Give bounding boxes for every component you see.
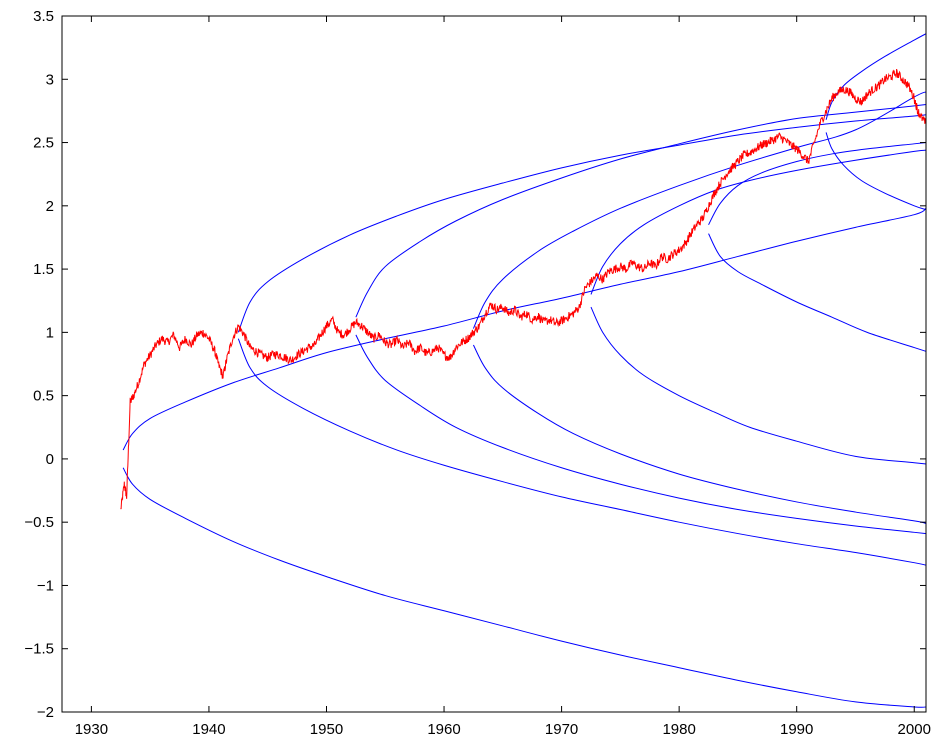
series-line-curve-14 — [825, 132, 927, 211]
ticks-layer — [62, 15, 926, 713]
series-line-curve-12 — [708, 233, 927, 352]
series-line-curve-1 — [122, 207, 927, 451]
y-tick-label: 1.5 — [33, 261, 54, 278]
series-line-curve-3 — [237, 114, 927, 333]
tick-labels-layer: 1930 1940 1950 1960 1970 1980 1990 2000 −2 −1.5 −1… — [24, 8, 931, 738]
x-tick-label: 1930 — [75, 721, 108, 738]
series-line-price — [120, 68, 927, 510]
series-line-curve-2 — [122, 467, 927, 708]
series-line-curve-8 — [472, 344, 927, 524]
series-line-curve-7 — [472, 91, 927, 329]
y-tick-label: −0.5 — [24, 514, 54, 531]
x-tick-label: 2000 — [898, 721, 931, 738]
y-tick-label: 1 — [46, 324, 54, 341]
y-tick-label: −1 — [37, 577, 54, 594]
series-line-curve-11 — [708, 142, 927, 226]
x-tick-label: 1980 — [662, 721, 695, 738]
series-line-curve-4 — [237, 338, 927, 566]
x-tick-label: 1940 — [192, 721, 225, 738]
x-tick-label: 1960 — [427, 721, 460, 738]
x-tick-label: 1950 — [310, 721, 343, 738]
y-tick-label: 2 — [46, 198, 54, 215]
series-line-curve-6 — [355, 334, 927, 535]
plot-frame — [61, 15, 927, 713]
y-tick-label: 2.5 — [33, 135, 54, 152]
y-tick-label: 3.5 — [33, 8, 54, 25]
series-layer — [120, 33, 927, 708]
y-tick-label: 3 — [46, 71, 54, 88]
y-tick-label: −1.5 — [24, 641, 54, 658]
x-tick-label: 1970 — [545, 721, 578, 738]
series-line-curve-10 — [590, 306, 927, 465]
series-line-curve-13 — [825, 33, 927, 120]
series-line-curve-5 — [355, 104, 927, 318]
y-tick-label: −2 — [37, 704, 54, 721]
x-tick-label: 1990 — [780, 721, 813, 738]
y-tick-label: 0.5 — [33, 388, 54, 405]
y-tick-label: 0 — [46, 451, 54, 468]
